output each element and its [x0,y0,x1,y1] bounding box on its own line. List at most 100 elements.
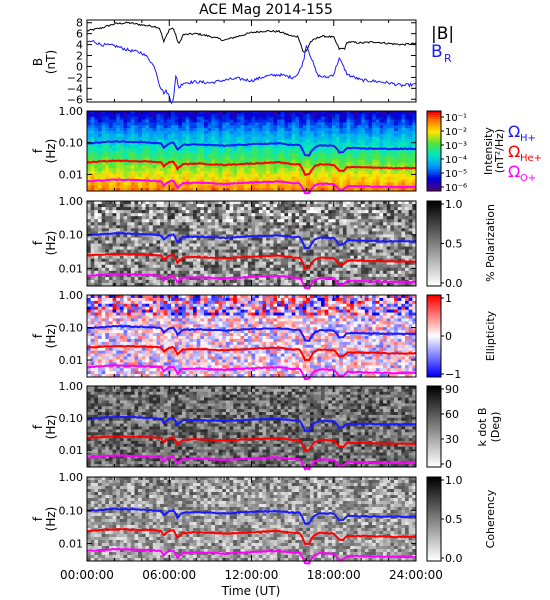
spectrogram-cell [207,231,212,235]
spectrogram-cell [123,201,128,205]
spectrogram-cell [211,270,216,275]
spectrogram-cell [149,111,154,115]
spectrogram-cell [108,249,113,254]
spectrogram-cell [236,113,241,118]
spectrogram-cell [218,216,223,220]
spectrogram-cell [342,145,347,149]
spectrogram-cell [295,133,300,138]
spectrogram-cell [383,136,388,140]
spectrogram-cell [222,207,227,211]
spectrogram-cell [408,207,413,211]
spectrogram-cell [364,222,369,226]
spectrogram-cell [269,219,274,223]
spectrogram-cell [342,258,347,263]
spectrogram-cell [324,142,329,146]
spectrogram-cell [331,153,336,158]
spectrogram-cell [97,267,103,272]
spectrogram-cell [174,204,179,208]
spectrogram-cell [386,243,391,247]
spectrogram-cell [353,234,358,238]
spectrogram-cell [273,222,278,226]
spectrogram-cell [225,156,230,160]
spectrogram-cell [105,131,110,135]
spectrogram-cell [357,216,362,220]
spectrogram-cell [350,131,355,135]
spectrogram-cell [328,136,333,140]
spectrogram-cell [320,125,326,129]
spectrogram-cell [357,207,362,211]
spectrogram-cell [134,219,139,223]
spectrogram-cell [178,116,183,120]
spectrogram-cell [116,168,121,172]
spectrogram-cell [350,270,355,275]
spectrogram-cell [280,252,285,257]
spectrogram-cell [101,210,106,214]
spectrogram-cell [196,222,201,226]
spectrogram-cell [244,201,249,205]
spectrogram-cell [364,228,369,232]
spectrogram-cell [130,240,135,244]
spectrogram-cell [306,207,311,211]
spectrogram-cell [119,261,124,266]
spectrogram-cell [214,136,219,140]
spectrogram-cell [379,264,384,269]
colorbar-tick-label: 10⁻¹ [445,113,467,124]
spectrogram-cell [284,213,289,217]
spectrogram-cell [240,165,245,169]
spectrogram-cell [288,153,293,158]
spectrogram-cell [189,165,194,169]
spectrogram-cell [320,225,326,229]
spectrogram-cell [240,145,245,149]
spectrogram-cell [255,219,260,223]
spectrogram-cell [105,165,110,169]
spectrogram-cell [291,125,296,129]
spectrogram-cell [174,210,179,214]
spectrogram-cell [200,249,205,254]
spectrogram-cell [182,159,187,163]
intensity-spectrogram [87,111,417,192]
spectrogram-cell [156,234,161,238]
spectrogram-cell [200,219,205,223]
spectrogram-cell [401,213,406,217]
spectrogram-cell [383,176,388,180]
spectrogram-cell [288,156,293,160]
spectrogram-cell [229,125,234,129]
spectrogram-cell [123,142,128,146]
spectrogram-cell [331,173,336,178]
spectrogram-cell [94,133,99,138]
spectrogram-cell [240,273,245,278]
spectrogram-cell [412,113,417,118]
spectrogram-cell [324,173,329,178]
spectrogram-cell [225,148,230,152]
spectrogram-cell [101,219,106,223]
spectrogram-cell [331,258,336,263]
spectrogram-cell [244,225,249,229]
spectrogram-cell [350,151,355,155]
spectrogram-cell [412,264,417,269]
spectrogram-cell [302,176,307,180]
spectrogram-cell [357,225,362,229]
spectrogram-cell [273,139,278,143]
spectrogram-cell [284,240,289,244]
spectrogram-cell [302,249,307,254]
spectrogram-cell [156,128,161,132]
spectrogram-cell [200,273,205,278]
spectrogram-cell [394,171,399,175]
spectrogram-cell [200,159,205,163]
spectrogram-cell [101,133,106,138]
spectrogram-cell [372,270,377,275]
spectrogram-cell [302,210,307,214]
spectrogram-cell [408,243,413,247]
spectrogram-cell [375,179,380,183]
spectrogram-cell [203,276,209,281]
spectrogram-cell [196,176,201,180]
spectrogram-cell [105,185,110,189]
spectrogram-cell [309,136,315,140]
spectrogram-cell [390,204,395,208]
spectrogram-cell [284,156,289,160]
spectrogram-cell [156,159,161,163]
spectrogram-cell [357,159,362,163]
spectrogram-cell [182,151,187,155]
spectrogram-cell [401,210,406,214]
spectrogram-cell [141,131,146,135]
